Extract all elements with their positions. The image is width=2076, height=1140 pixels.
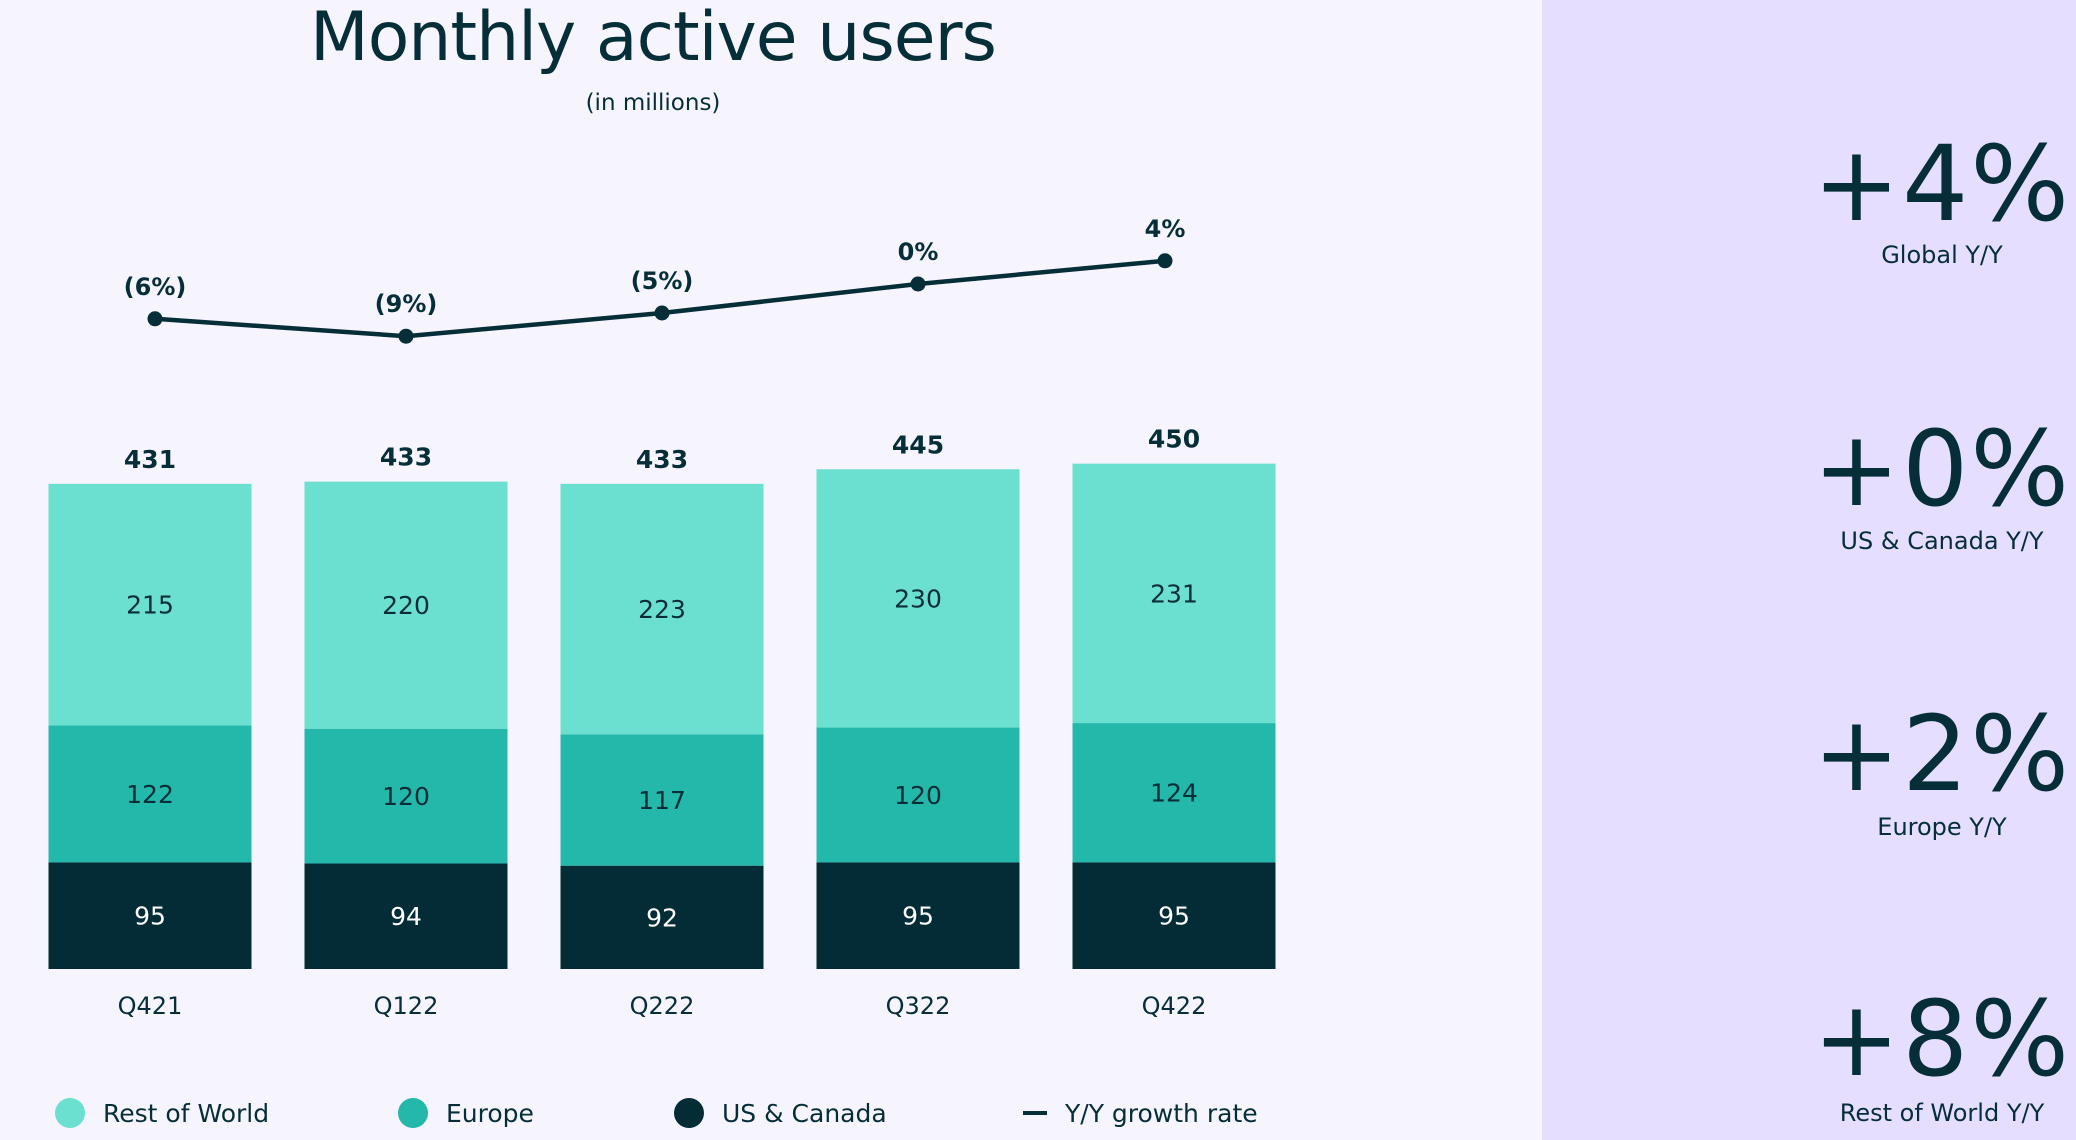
bar-segment bbox=[304, 728, 508, 864]
bar-segment bbox=[560, 483, 764, 735]
bar-value-label: 124 bbox=[1150, 779, 1198, 808]
x-tick-label: Q222 bbox=[630, 992, 695, 1020]
bar-segment bbox=[560, 734, 764, 866]
bar-segment bbox=[48, 862, 252, 969]
bar-segment bbox=[48, 725, 252, 863]
bar-value-label: 122 bbox=[126, 780, 174, 809]
bar-value-label: 94 bbox=[390, 902, 422, 931]
growth-rate-label: 0% bbox=[898, 238, 939, 266]
growth-rate-point bbox=[654, 305, 670, 321]
growth-rate-point bbox=[147, 311, 163, 327]
bar-value-label: 223 bbox=[638, 595, 686, 624]
growth-rate-point bbox=[910, 276, 926, 292]
legend-label: Rest of World bbox=[103, 1098, 270, 1128]
bar-total-label: 431 bbox=[124, 445, 176, 474]
bar-total-label: 445 bbox=[892, 430, 944, 459]
growth-rate-point bbox=[398, 328, 414, 344]
chart-subtitle: (in millions) bbox=[585, 90, 721, 116]
legend-item-us-canada: US & Canada bbox=[674, 1096, 887, 1130]
legend-label: Europe bbox=[446, 1098, 534, 1128]
bar-value-label: 95 bbox=[1158, 902, 1190, 931]
bar-segment bbox=[1072, 463, 1276, 724]
legend-line-icon bbox=[1023, 1111, 1047, 1115]
legend-item-growth-rate: Y/Y growth rate bbox=[1023, 1096, 1258, 1130]
legend-swatch-icon bbox=[55, 1098, 85, 1128]
bar-segment bbox=[560, 865, 764, 969]
legend-label: Y/Y growth rate bbox=[1065, 1098, 1258, 1128]
bar-segment bbox=[304, 863, 508, 969]
bar-value-label: 215 bbox=[126, 591, 174, 620]
bar-segment bbox=[48, 483, 252, 726]
bar-segment bbox=[304, 481, 508, 729]
bar-value-label: 120 bbox=[894, 781, 942, 810]
legend-item-rest-of-world: Rest of World bbox=[55, 1096, 269, 1130]
x-tick-label: Q322 bbox=[886, 992, 951, 1020]
bar-value-label: 220 bbox=[382, 591, 430, 620]
legend-item-europe: Europe bbox=[398, 1096, 534, 1130]
bar-total-label: 433 bbox=[380, 443, 432, 472]
yoy-summary-panel: +4% Global Y/Y +0% US & Canada Y/Y +2% E… bbox=[1542, 0, 2076, 1140]
row-yoy-label: Rest of World Y/Y bbox=[1839, 1099, 2045, 1127]
x-tick-label: Q421 bbox=[118, 992, 183, 1020]
stacked-bar-chart: 95 122 215 431 Q421 94 120 220 433 Q122 92 117 223 43… bbox=[48, 215, 1276, 1020]
europe-yoy-value: +2% bbox=[1812, 693, 2072, 815]
growth-rate-label: (6%) bbox=[124, 273, 187, 301]
bar-value-label: 230 bbox=[894, 584, 942, 613]
bar-value-label: 95 bbox=[902, 902, 934, 931]
bar-total-label: 433 bbox=[636, 445, 688, 474]
legend-swatch-icon bbox=[674, 1098, 704, 1128]
bar-value-label: 231 bbox=[1150, 579, 1198, 608]
row-yoy-value: +8% bbox=[1812, 978, 2072, 1100]
bar-value-label: 117 bbox=[638, 786, 686, 815]
bar-segment bbox=[1072, 723, 1276, 863]
us-canada-yoy-label: US & Canada Y/Y bbox=[1840, 527, 2044, 555]
x-tick-label: Q422 bbox=[1142, 992, 1207, 1020]
us-canada-yoy-value: +0% bbox=[1812, 408, 2072, 530]
bar-segment bbox=[816, 862, 1020, 969]
bar-segment bbox=[1072, 862, 1276, 969]
bar-segment bbox=[816, 727, 1020, 863]
bar-segment bbox=[816, 469, 1020, 728]
bar-total-label: 450 bbox=[1148, 425, 1200, 454]
growth-rate-label: (9%) bbox=[375, 290, 438, 318]
growth-rate-label: (5%) bbox=[631, 267, 694, 295]
legend-label: US & Canada bbox=[722, 1098, 887, 1128]
global-yoy-value: +4% bbox=[1812, 123, 2072, 245]
europe-yoy-label: Europe Y/Y bbox=[1877, 813, 2007, 841]
legend-swatch-icon bbox=[398, 1098, 428, 1128]
bar-value-label: 95 bbox=[134, 902, 166, 931]
global-yoy-label: Global Y/Y bbox=[1881, 241, 2003, 269]
growth-rate-label: 4% bbox=[1145, 215, 1186, 243]
x-tick-label: Q122 bbox=[374, 992, 439, 1020]
chart-title: Monthly active users bbox=[310, 0, 997, 77]
growth-rate-point bbox=[1157, 253, 1173, 269]
bar-value-label: 92 bbox=[646, 903, 678, 932]
bar-value-label: 120 bbox=[382, 782, 430, 811]
